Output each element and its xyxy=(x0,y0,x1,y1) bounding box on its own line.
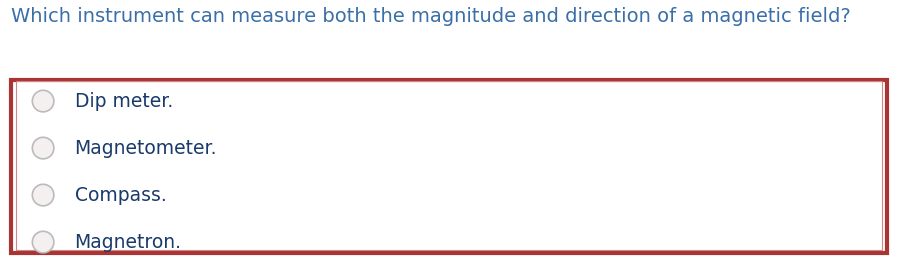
Text: Dip meter.: Dip meter. xyxy=(75,92,172,111)
Text: Magnetometer.: Magnetometer. xyxy=(75,139,217,157)
Ellipse shape xyxy=(32,90,54,112)
Text: Which instrument can measure both the magnitude and direction of a magnetic fiel: Which instrument can measure both the ma… xyxy=(11,7,850,26)
Text: Magnetron.: Magnetron. xyxy=(75,232,181,252)
Text: Compass.: Compass. xyxy=(75,186,166,205)
Ellipse shape xyxy=(32,184,54,206)
Ellipse shape xyxy=(32,231,54,253)
Ellipse shape xyxy=(32,137,54,159)
FancyBboxPatch shape xyxy=(11,80,887,253)
